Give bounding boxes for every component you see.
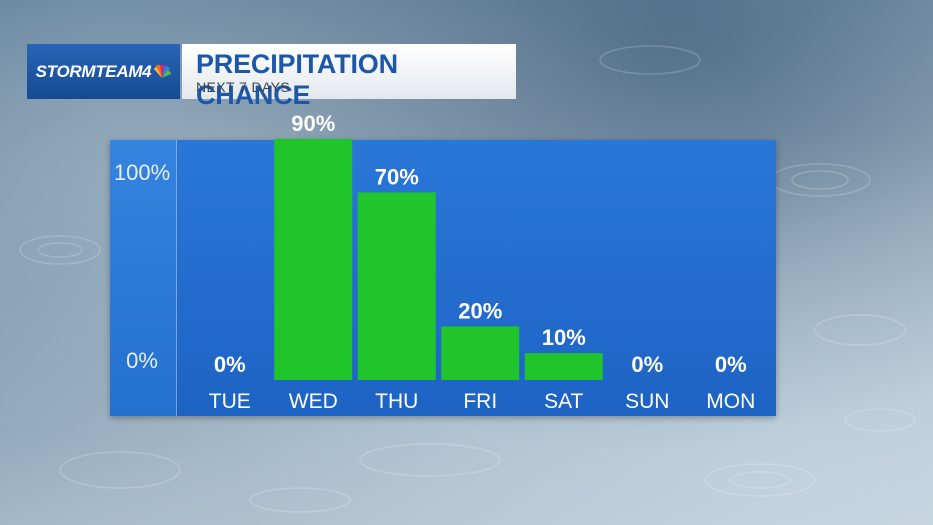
peacock-icon bbox=[154, 64, 172, 78]
title-box: PRECIPITATION CHANCE NEXT 7 DAYS bbox=[182, 44, 516, 110]
bar bbox=[357, 192, 436, 380]
bar-value-label: 70% bbox=[375, 164, 419, 189]
x-tick-label: MON bbox=[706, 390, 755, 413]
chart-title: PRECIPITATION CHANCE bbox=[196, 49, 398, 110]
x-tick-label: SAT bbox=[544, 390, 583, 413]
y-tick-label: 100% bbox=[114, 160, 170, 185]
x-tick-label: FRI bbox=[463, 390, 497, 413]
chart-subtitle: NEXT 7 DAYS bbox=[196, 79, 291, 95]
bar-value-label: 90% bbox=[291, 111, 335, 136]
bar bbox=[441, 326, 520, 380]
bar bbox=[274, 138, 353, 380]
x-tick-label: SUN bbox=[625, 390, 669, 413]
chart-header: STORMTEAM4 PRECIPITATION CHANCE NEXT 7 D… bbox=[27, 44, 516, 110]
bar-value-label: 0% bbox=[715, 352, 747, 377]
y-tick-label: 0% bbox=[126, 348, 158, 373]
bar-value-label: 10% bbox=[542, 325, 586, 350]
bar bbox=[524, 353, 603, 380]
stormteam4-logo: STORMTEAM4 bbox=[27, 44, 180, 99]
y-axis-strip bbox=[110, 140, 177, 416]
logo-text: STORMTEAM4 bbox=[35, 61, 152, 81]
x-tick-label: WED bbox=[289, 390, 338, 413]
bar-value-label: 0% bbox=[214, 352, 246, 377]
bar-value-label: 0% bbox=[631, 352, 663, 377]
x-tick-label: THU bbox=[375, 390, 418, 413]
bar-value-label: 20% bbox=[458, 298, 502, 323]
x-tick-label: TUE bbox=[209, 390, 251, 413]
